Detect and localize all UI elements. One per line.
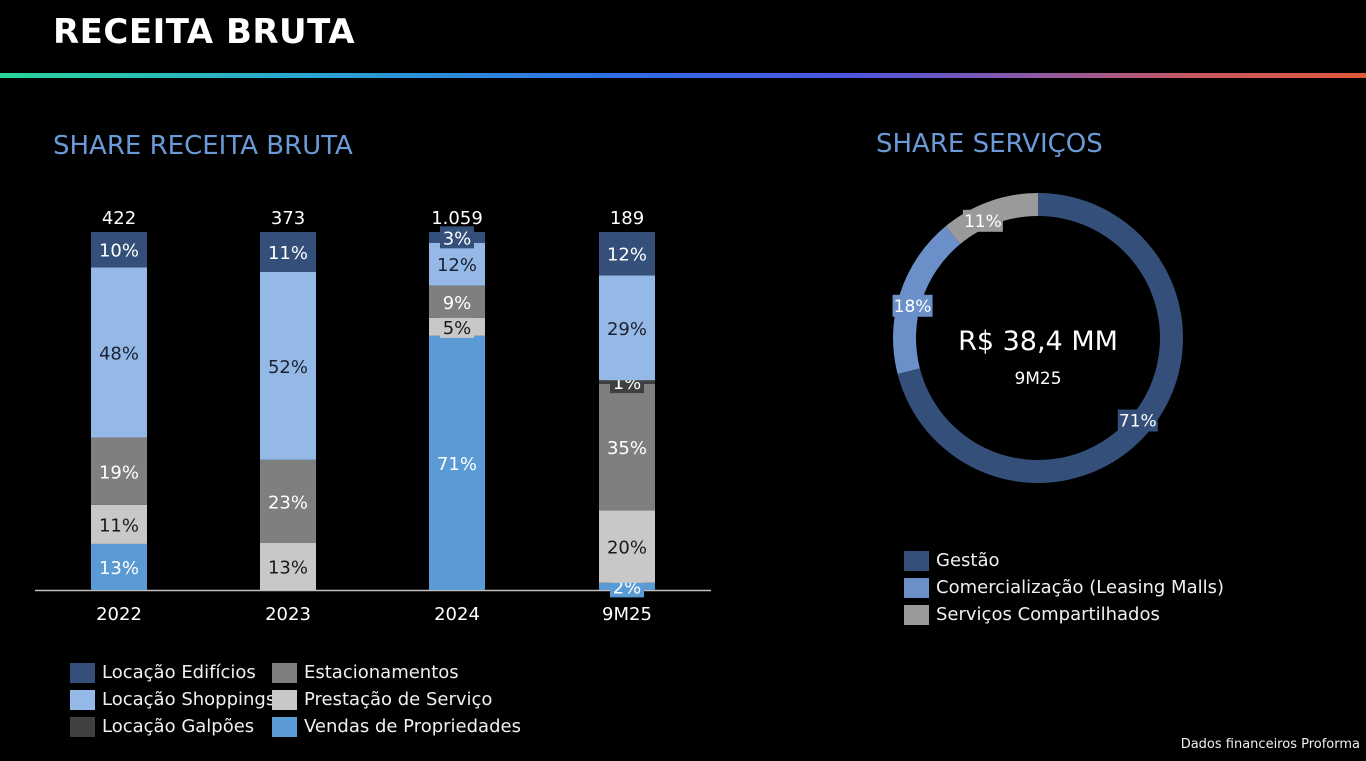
data-label-estacionamentos-2023: 23% [268, 492, 308, 513]
legend-label: Estacionamentos [304, 662, 459, 683]
data-label-bg [440, 226, 474, 249]
total-label-2022: 422 [102, 208, 136, 229]
bar-9m25: 2%20%35%1%29%12% [599, 232, 655, 598]
total-label-2023: 373 [271, 208, 305, 229]
legend-swatch [904, 550, 929, 571]
bar-2024: 71% 5% 9% 12% 3% [429, 226, 485, 590]
bar-segment-estacionamentos-9m25 [599, 383, 655, 511]
data-label-locacao-shoppings-2024: 12% [437, 255, 477, 276]
data-label-locacao-shoppings-2023: 52% [268, 357, 308, 378]
bar-segment-prestacao-de-servico-9m25 [599, 510, 655, 583]
donut-label-bg [962, 209, 1003, 232]
bar-segment-estacionamentos-2022 [91, 437, 147, 505]
legend-swatch [70, 716, 95, 737]
data-label-prestacao-de-servico-2023: 13% [268, 557, 308, 578]
bar-segment-estacionamentos-2024 [429, 285, 485, 318]
data-label-prestacao-de-servico-2024: 5% [443, 318, 472, 339]
donut-center-label: 9M25 [1014, 369, 1061, 389]
stacked-bar-chart: 13% 11% 19% 48% 10% 422 2022 13% 23% 52% 11% 373 202… [35, 208, 711, 625]
x-tick-label-2022: 2022 [96, 604, 142, 625]
legend-label: Locação Galpões [102, 716, 255, 737]
bar-segment-locacao-shoppings-2023 [260, 271, 316, 460]
footnote: Dados financeiros Proforma [1180, 737, 1360, 752]
bar-2022: 13% 11% 19% 48% 10% [91, 232, 147, 590]
data-label-locacao-shoppings-2022: 48% [99, 344, 139, 365]
data-label-locacao-edificios-2022: 10% [99, 241, 139, 262]
x-tick-label-2024: 2024 [434, 604, 480, 625]
data-label-vendas-de-propriedades-2022: 13% [99, 558, 139, 579]
legend-swatch [904, 604, 929, 625]
page-title: RECEITA BRUTA [53, 12, 356, 52]
legend-item-servicos-compartilhados: Serviços Compartilhados [904, 604, 1160, 625]
data-label-prestacao-de-servico-9m25: 20% [607, 538, 647, 559]
x-tick-label-2023: 2023 [265, 604, 311, 625]
legend-item-prestacao-de-servico: Prestação de Serviço [272, 689, 492, 710]
bar-segment-estacionamentos-2023 [260, 459, 316, 543]
donut-label-bg [892, 294, 933, 317]
bar-segment-locacao-edificios-9m25 [599, 232, 655, 276]
legend-swatch [272, 662, 297, 683]
bar-segment-locacao-shoppings-2024 [429, 242, 485, 286]
legend-swatch [70, 662, 95, 683]
legend-item-vendas-de-propriedades: Vendas de Propriedades [272, 716, 521, 737]
bar-segment-vendas-de-propriedades-2024 [429, 335, 485, 590]
data-label-estacionamentos-2022: 19% [99, 462, 139, 483]
donut-slice-comercializacao-leasing-malls [893, 226, 961, 375]
gradient-divider [0, 73, 1366, 78]
bar-segment-locacao-edificios-2023 [260, 232, 316, 272]
legend-label: Comercialização (Leasing Malls) [936, 577, 1224, 598]
legend-item-locacao-edificios: Locação Edifícios [70, 662, 256, 683]
legend-label: Locação Shoppings [102, 689, 276, 710]
legend-label: Locação Edifícios [102, 662, 256, 683]
legend-swatch [272, 689, 297, 710]
donut-chart-title: SHARE SERVIÇOS [876, 129, 1103, 159]
x-tick-label-9m25: 9M25 [602, 604, 652, 625]
legend-item-estacionamentos: Estacionamentos [272, 662, 459, 683]
total-label-9m25: 189 [610, 208, 644, 229]
bar-segment-vendas-de-propriedades-2022 [91, 543, 147, 590]
donut-label-gestao: 71% [1119, 412, 1157, 432]
donut-center-value: R$ 38,4 MM [958, 326, 1118, 357]
legend-label: Vendas de Propriedades [304, 716, 521, 737]
donut-label-bg [1117, 409, 1158, 432]
donut-chart: 71% 18% 11% R$ 38,4 MM 9M25 [892, 193, 1183, 483]
data-label-locacao-edificios-2024: 3% [443, 228, 472, 249]
legend-label: Prestação de Serviço [304, 689, 493, 710]
data-label-estacionamentos-9m25: 35% [607, 438, 647, 459]
data-label-prestacao-de-servico-2022: 11% [99, 515, 139, 536]
legend-item-gestao: Gestão [904, 550, 1000, 571]
bar-segment-prestacao-de-servico-2023 [260, 542, 316, 590]
bar-segment-locacao-edificios-2022 [91, 232, 147, 268]
total-label-2024: 1.059 [431, 208, 483, 229]
bar-segment-locacao-shoppings-9m25 [599, 275, 655, 381]
data-label-locacao-edificios-9m25: 12% [607, 245, 647, 266]
bar-segment-locacao-shoppings-2022 [91, 267, 147, 438]
legend-item-locacao-galpoes: Locação Galpões [70, 716, 254, 737]
data-label-locacao-shoppings-9m25: 29% [607, 319, 647, 340]
legend-swatch [904, 577, 929, 598]
bar-2023: 13% 23% 52% 11% [260, 232, 316, 590]
legend-swatch [70, 689, 95, 710]
data-label-locacao-edificios-2023: 11% [268, 243, 308, 264]
legend-label: Gestão [936, 550, 1000, 571]
bar-chart-title: SHARE RECEITA BRUTA [53, 131, 353, 161]
bar-segment-prestacao-de-servico-2022 [91, 504, 147, 544]
data-label-estacionamentos-2024: 9% [443, 293, 472, 314]
legend-label: Serviços Compartilhados [936, 604, 1160, 625]
donut-label-comercializacao-leasing-malls: 18% [894, 297, 932, 317]
data-label-bg [440, 315, 474, 338]
data-label-vendas-de-propriedades-2024: 71% [437, 454, 477, 475]
legend-swatch [272, 716, 297, 737]
legend-item-comercializacao-leasing-malls: Comercialização (Leasing Malls) [904, 577, 1224, 598]
legend-item-locacao-shoppings: Locação Shoppings [70, 689, 275, 710]
donut-label-servicos-compartilhados: 11% [964, 212, 1002, 232]
